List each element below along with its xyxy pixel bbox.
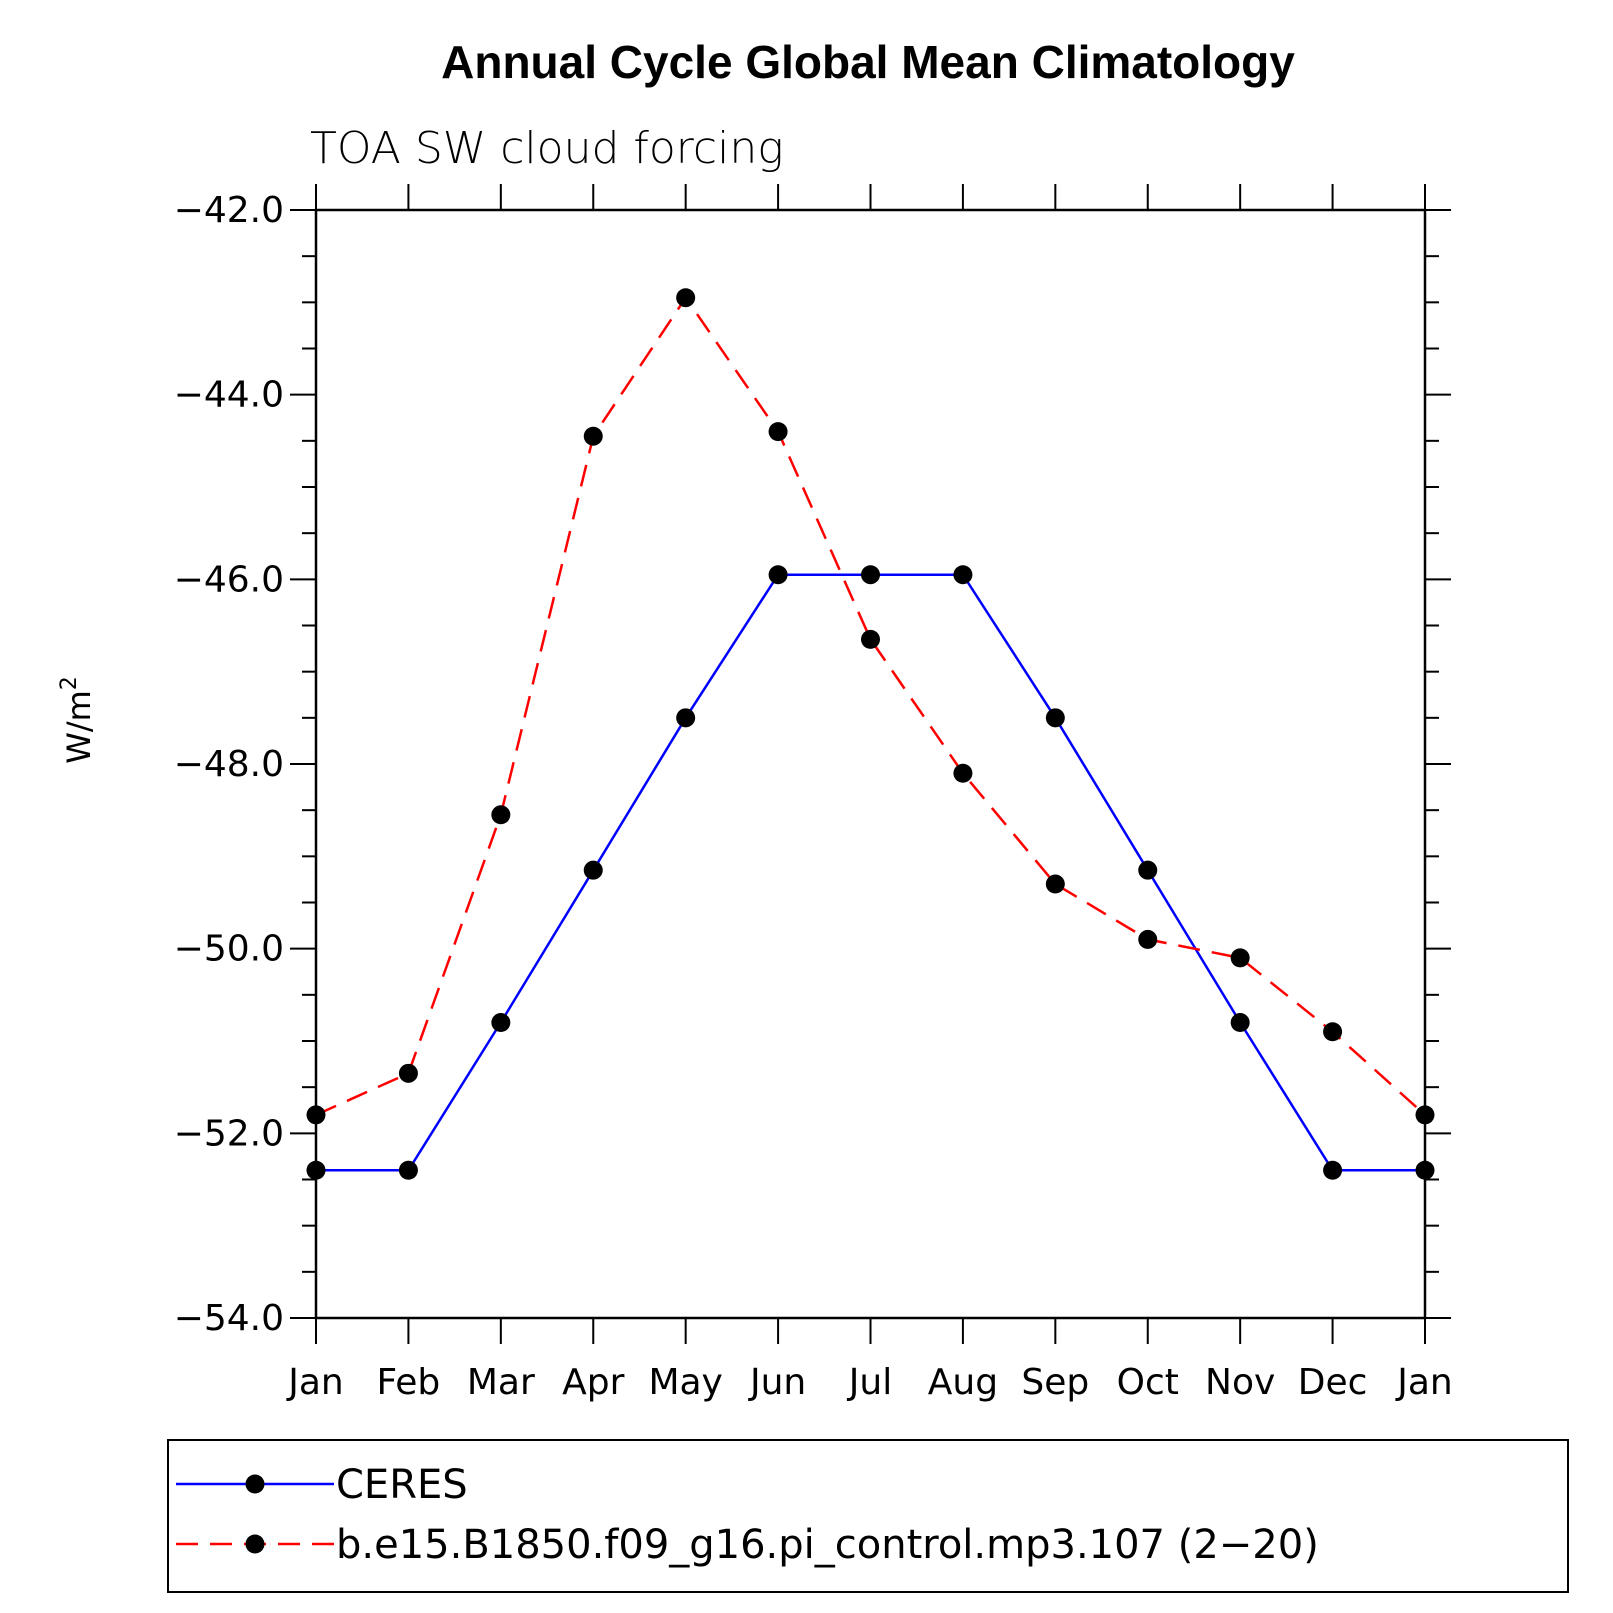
x-tick-label: Oct [1117, 1362, 1179, 1403]
series-line [316, 573, 1425, 1172]
legend-swatch-marker [245, 1534, 265, 1554]
data-point [1230, 948, 1250, 968]
x-tick-label: Jun [748, 1362, 806, 1403]
x-tick-label: Dec [1298, 1362, 1368, 1403]
data-point [1323, 1022, 1343, 1042]
data-point [1138, 860, 1158, 880]
legend-label: CERES [336, 1462, 468, 1508]
legend: CERES b.e15.B1850.f09_g16.pi_control.mp3.… [167, 1439, 1569, 1593]
plot-frame [314, 208, 1427, 1320]
x-tick-label: May [648, 1362, 722, 1403]
legend-label: b.e15.B1850.f09_g16.pi_control.mp3.107 (… [336, 1522, 1319, 1568]
x-tick-label: Apr [562, 1362, 624, 1403]
data-point [398, 1160, 418, 1180]
data-point [861, 629, 880, 649]
data-point [676, 708, 696, 728]
data-point [1415, 1160, 1435, 1180]
y-tick-label: −54.0 [174, 1298, 284, 1339]
y-axis-label-text: W/m [60, 690, 98, 764]
data-point [491, 1013, 511, 1033]
data-point [676, 288, 696, 308]
x-tick-label: Jul [847, 1362, 892, 1403]
legend-box [167, 1439, 1569, 1593]
data-point [583, 860, 603, 880]
y-axis-label: W/m2 [57, 676, 98, 764]
x-tick-label: Jan [286, 1362, 344, 1403]
legend-swatch-marker [245, 1474, 265, 1494]
data-point [861, 565, 880, 585]
series-layer [306, 288, 1435, 1180]
y-tick-label: −50.0 [174, 929, 284, 970]
x-tick-label: Jan [1395, 1362, 1453, 1403]
data-point [1323, 1160, 1343, 1180]
data-point [768, 422, 788, 442]
x-tick-label: Mar [467, 1362, 535, 1403]
data-point [1230, 1013, 1250, 1033]
data-point [398, 1063, 418, 1083]
series-1 [306, 565, 1435, 1180]
data-point [953, 763, 973, 783]
data-point [306, 1105, 326, 1125]
series-2 [306, 288, 1435, 1125]
y-axis-label-superscript: 2 [57, 676, 82, 690]
y-tick-label: −48.0 [174, 744, 284, 785]
chart-subtitle: TOA SW cloud forcing [310, 123, 784, 174]
data-point [306, 1160, 326, 1180]
chart-title: Annual Cycle Global Mean Climatology [441, 36, 1295, 88]
y-tick-label: −42.0 [174, 190, 284, 231]
data-point [491, 805, 511, 825]
x-tick-label: Feb [377, 1362, 441, 1403]
data-point [1415, 1105, 1435, 1125]
data-point [1045, 874, 1065, 894]
data-point [1045, 708, 1065, 728]
data-point [583, 426, 603, 446]
x-tick-label: Nov [1205, 1362, 1275, 1403]
y-tick-label: −44.0 [174, 375, 284, 416]
data-point [768, 565, 788, 585]
data-point [953, 565, 973, 585]
data-point [1138, 929, 1158, 949]
y-tick-label: −46.0 [174, 559, 284, 600]
x-tick-label: Aug [928, 1362, 998, 1403]
x-tick-label: Sep [1021, 1362, 1089, 1403]
y-tick-label: −52.0 [174, 1113, 284, 1154]
series-line [315, 295, 1426, 1117]
